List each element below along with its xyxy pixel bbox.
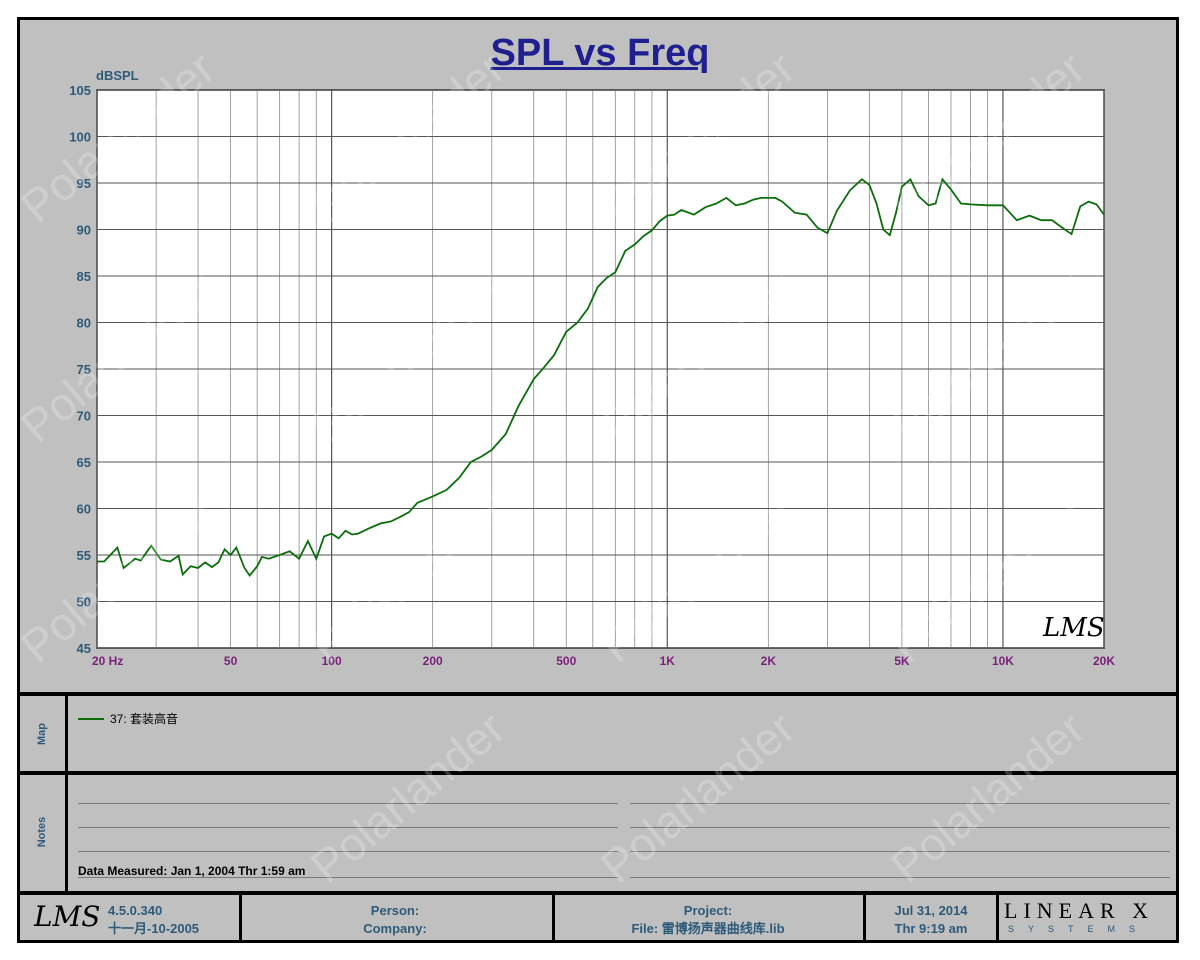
note-line	[630, 803, 1170, 804]
chart-title: SPL vs Freq	[490, 32, 710, 74]
x-tick-label: 200	[423, 654, 443, 668]
project-label: Project:	[683, 903, 733, 918]
x-tick-label: 5K	[894, 654, 910, 668]
spl-curve-line	[97, 177, 1105, 578]
x-tick-label: 50	[224, 654, 238, 668]
version-block: 4.5.0.340 十一月-10-2005	[108, 902, 199, 938]
date-block: Jul 31, 2014 Thr 9:19 am	[868, 902, 994, 938]
separator-foot-1	[239, 893, 242, 943]
x-tick-label: 1K	[660, 654, 676, 668]
note-line	[78, 803, 618, 804]
y-tick-label: 65	[77, 455, 91, 470]
note-line	[78, 851, 618, 852]
x-tick-label: 100	[322, 654, 342, 668]
separator-foot-4	[996, 893, 999, 943]
lms-chart-logo: LMS	[1042, 613, 1105, 643]
separator-side-label	[65, 694, 68, 892]
y-tick-label: 90	[77, 223, 91, 238]
grid-lines	[96, 89, 1105, 649]
note-line	[630, 827, 1170, 828]
linearx-systems-text: SYSTEMS	[1008, 924, 1150, 934]
y-tick-labels: 45 50 55 60 65 70 75 80 85 90 95 100 105	[69, 83, 91, 656]
data-measured-text: Data Measured: Jan 1, 2004 Thr 1:59 am	[78, 864, 306, 878]
legend-swatch	[78, 717, 104, 720]
legend-text: 37: 套装高音	[110, 712, 179, 726]
map-panel-label: Map	[36, 723, 48, 745]
legend-entry: 37: 套装高音	[78, 710, 178, 727]
footer-date: Jul 31, 2014	[894, 903, 968, 918]
person-label: Person:	[370, 903, 420, 918]
linearx-logo: LINEAR X	[1004, 898, 1155, 923]
y-tick-label: 100	[69, 130, 91, 145]
company-label: Company:	[363, 921, 427, 936]
lms-footer-logo: LMS	[34, 900, 101, 933]
y-tick-label: 85	[77, 269, 91, 284]
x-tick-labels: 20 Hz 50 100 200 500 1K 2K 5K 10K 20K	[92, 654, 1115, 668]
version-number: 4.5.0.340	[108, 903, 163, 918]
x-tick-label: 500	[556, 654, 576, 668]
y-tick-label: 50	[77, 595, 91, 610]
version-date: 十一月-10-2005	[108, 921, 200, 936]
y-tick-label: 60	[77, 502, 91, 517]
y-axis-label: dBSPL	[96, 68, 139, 83]
x-tick-label: 20K	[1093, 654, 1115, 668]
footer-time: Thr 9:19 am	[894, 921, 968, 936]
y-tick-label: 105	[69, 83, 91, 98]
y-tick-label: 55	[77, 548, 91, 563]
separator-foot-3	[863, 893, 866, 943]
note-line	[78, 877, 618, 878]
separator-foot-2	[552, 893, 555, 943]
y-tick-label: 75	[77, 362, 91, 377]
y-tick-label: 70	[77, 409, 91, 424]
y-tick-label: 95	[77, 176, 91, 191]
separator-notes-top	[17, 771, 1179, 775]
note-line	[630, 851, 1170, 852]
x-tick-label: 20 Hz	[92, 654, 123, 668]
x-tick-label: 10K	[992, 654, 1014, 668]
y-tick-label: 45	[77, 641, 91, 656]
y-tick-label: 80	[77, 316, 91, 331]
separator-map-top	[17, 692, 1179, 696]
project-block: Project: File: 雷博扬声器曲线库.lib	[558, 902, 858, 938]
note-line	[78, 827, 618, 828]
person-block: Person: Company:	[245, 902, 545, 938]
note-line	[630, 877, 1170, 878]
notes-panel-label: Notes	[36, 816, 48, 848]
separator-footer-top	[17, 891, 1179, 895]
x-tick-label: 2K	[761, 654, 777, 668]
file-label: File: 雷博扬声器曲线库.lib	[631, 921, 785, 936]
